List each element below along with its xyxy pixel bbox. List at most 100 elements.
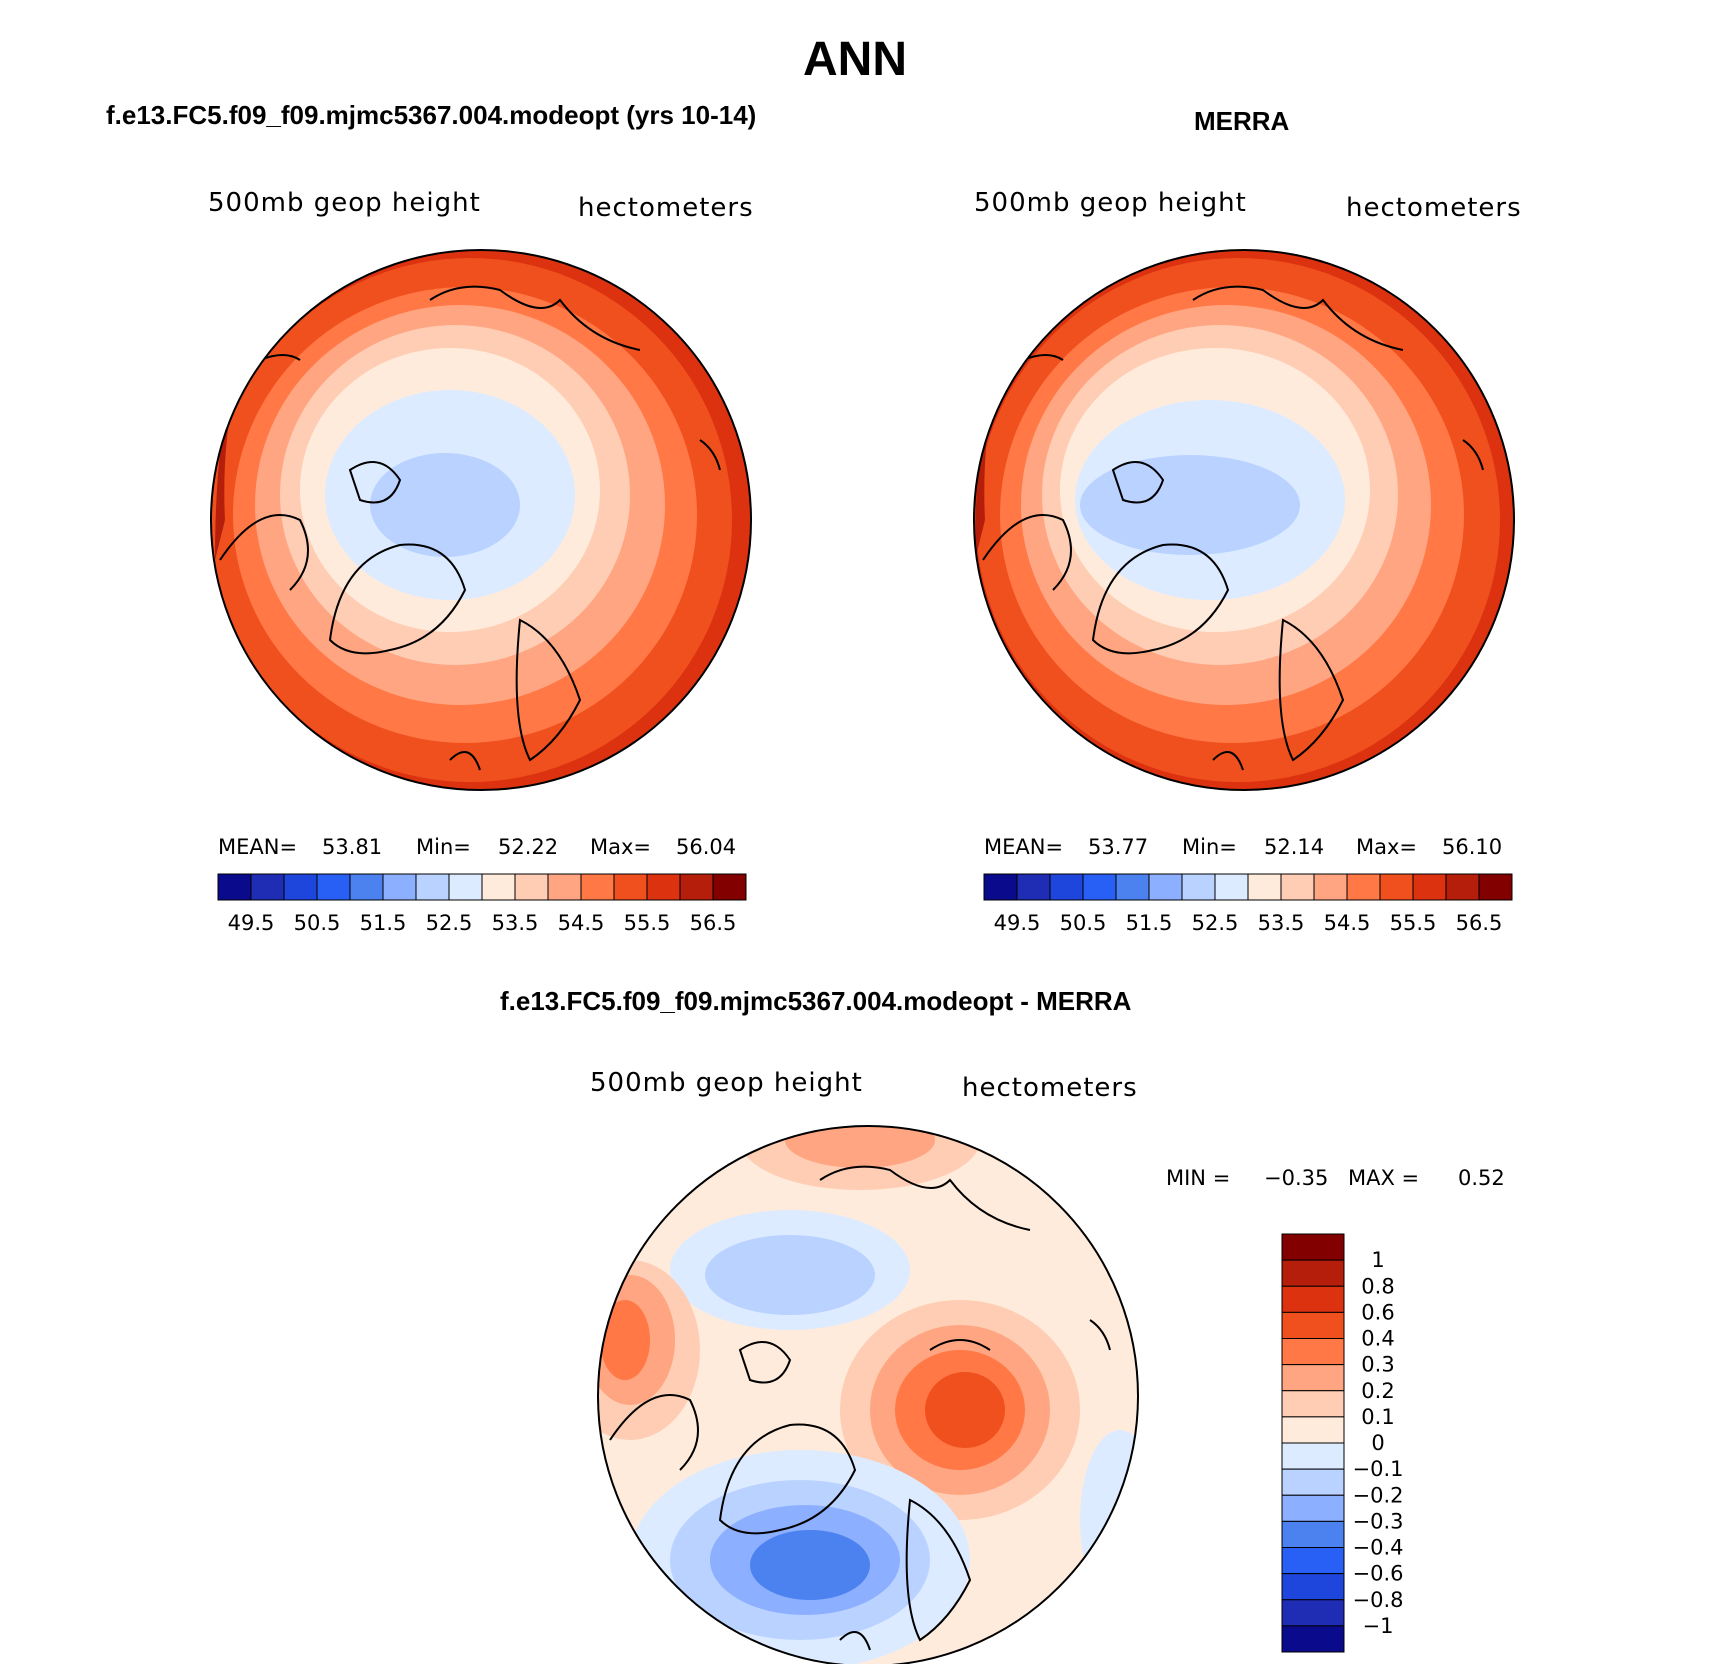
diff-colorbar-tick-label: −1: [1363, 1614, 1394, 1638]
obs-colorbar-box: [1214, 873, 1249, 901]
diff-map-border: [597, 1125, 1139, 1664]
model-map-border: [210, 249, 752, 791]
diff-colorbar-tick-label: 1: [1371, 1248, 1384, 1272]
model-min-label: Min=: [416, 835, 471, 859]
obs-colorbar-box: [1181, 873, 1216, 901]
diff-colorbar-tick-label: 0: [1371, 1431, 1384, 1455]
diff-colorbar-box: [1281, 1494, 1345, 1522]
diff-colorbar-box: [1281, 1285, 1345, 1313]
diff-colorbar-box: [1281, 1599, 1345, 1627]
obs-colorbar-box: [1115, 873, 1150, 901]
diff-colorbar-box: [1281, 1311, 1345, 1339]
model-map: [211, 250, 751, 790]
obs-max-label: Max=: [1356, 835, 1418, 859]
diff-max-label: MAX =: [1348, 1166, 1420, 1190]
diff-colorbar-box: [1281, 1468, 1345, 1496]
obs-colorbar-box: [1379, 873, 1414, 901]
diff-colorbar-tick-label: 0.3: [1361, 1353, 1394, 1377]
diff-min-value: −0.35: [1264, 1166, 1329, 1190]
model-mean-label: MEAN=: [218, 835, 298, 859]
model-colorbar-tick-label: 53.5: [492, 911, 539, 935]
obs-colorbar-box: [1412, 873, 1447, 901]
diff-colorbar-tick-label: −0.1: [1353, 1457, 1404, 1481]
obs-colorbar-tick-label: 55.5: [1390, 911, 1437, 935]
obs-mean-value: 53.77: [1088, 835, 1149, 859]
model-colorbar-box: [547, 873, 582, 901]
model-colorbar-box: [250, 873, 285, 901]
diff-colorbar-box: [1281, 1442, 1345, 1470]
model-colorbar: 49.5 50.5 51.5 52.5 53.5 54.5 55.5 56.5: [217, 873, 747, 935]
model-colorbar-box: [712, 873, 747, 901]
model-units-label: hectometers: [578, 193, 754, 223]
obs-colorbar-tick-label: 50.5: [1060, 911, 1107, 935]
model-colorbar-box: [580, 873, 615, 901]
diff-colorbar-box: [1281, 1364, 1345, 1392]
diff-colorbar-tick-label: 0.6: [1361, 1300, 1394, 1324]
diff-max-value: 0.52: [1458, 1166, 1505, 1190]
obs-colorbar: 49.5 50.5 51.5 52.5 53.5 54.5 55.5 56.5: [983, 873, 1513, 935]
diff-colorbar-tick-label: −0.2: [1353, 1483, 1404, 1507]
diff-colorbar: 10.80.6 0.40.30.20.10−0.1−0.2−0.3 −0.4−0.6…: [1281, 1233, 1404, 1653]
obs-units-label: hectometers: [1346, 193, 1522, 223]
obs-colorbar-tick-label: 52.5: [1192, 911, 1239, 935]
obs-max-value: 56.10: [1442, 835, 1503, 859]
diff-colorbar-tick-label: −0.8: [1353, 1588, 1404, 1612]
obs-min-value: 52.14: [1264, 835, 1325, 859]
obs-colorbar-box: [1082, 873, 1117, 901]
obs-panel-title: MERRA: [1194, 106, 1290, 136]
model-colorbar-tick-label: 51.5: [360, 911, 407, 935]
model-colorbar-box: [217, 873, 252, 901]
diff-colorbar-box: [1281, 1338, 1345, 1366]
diff-colorbar-tick-label: −0.4: [1353, 1536, 1404, 1560]
obs-colorbar-tick-label: 56.5: [1456, 911, 1503, 935]
diff-colorbar-tick-label: 0.2: [1361, 1379, 1394, 1403]
diff-colorbar-tick-label: 0.8: [1361, 1274, 1394, 1298]
main-title: ANN: [803, 33, 907, 86]
model-colorbar-box: [481, 873, 516, 901]
obs-colorbar-box: [1280, 873, 1315, 901]
model-colorbar-tick-label: 52.5: [426, 911, 473, 935]
diff-colorbar-box: [1281, 1416, 1345, 1444]
obs-min-label: Min=: [1182, 835, 1237, 859]
diff-panel-title: f.e13.FC5.f09_f09.mjmc5367.004.modeopt -…: [500, 986, 1132, 1016]
model-max-label: Max=: [590, 835, 652, 859]
model-max-value: 56.04: [676, 835, 737, 859]
obs-colorbar-box: [1148, 873, 1183, 901]
diff-colorbar-box: [1281, 1390, 1345, 1418]
model-colorbar-box: [382, 873, 417, 901]
model-colorbar-tick-label: 50.5: [294, 911, 341, 935]
model-colorbar-tick-label: 55.5: [624, 911, 671, 935]
model-colorbar-box: [646, 873, 681, 901]
obs-map-border: [973, 249, 1515, 791]
obs-colorbar-box: [1313, 873, 1348, 901]
model-colorbar-tick-label: 54.5: [558, 911, 605, 935]
model-colorbar-box: [415, 873, 450, 901]
obs-colorbar-tick-label: 49.5: [994, 911, 1041, 935]
diff-colorbar-tick-label: −0.3: [1353, 1509, 1404, 1533]
diff-variable-label: 500mb geop height: [590, 1068, 863, 1098]
diff-units-label: hectometers: [962, 1073, 1138, 1103]
model-colorbar-box: [613, 873, 648, 901]
obs-variable-label: 500mb geop height: [974, 188, 1247, 218]
model-min-value: 52.22: [498, 835, 559, 859]
diff-colorbar-tick-label: 0.1: [1361, 1405, 1394, 1429]
obs-colorbar-box: [983, 873, 1018, 901]
model-panel-title: f.e13.FC5.f09_f09.mjmc5367.004.modeopt (…: [106, 100, 757, 130]
diff-colorbar-box: [1281, 1520, 1345, 1548]
diff-colorbar-tick-label: −0.6: [1353, 1562, 1404, 1586]
obs-colorbar-box: [1445, 873, 1480, 901]
diff-min-label: MIN =: [1166, 1166, 1231, 1190]
diff-colorbar-box: [1281, 1573, 1345, 1601]
diff-colorbar-box: [1281, 1625, 1345, 1653]
model-colorbar-tick-label: 56.5: [690, 911, 737, 935]
model-colorbar-tick-label: 49.5: [228, 911, 275, 935]
obs-colorbar-box: [1346, 873, 1381, 901]
obs-colorbar-tick-label: 51.5: [1126, 911, 1173, 935]
model-colorbar-box: [448, 873, 483, 901]
obs-colorbar-box: [1478, 873, 1513, 901]
model-colorbar-box: [316, 873, 351, 901]
obs-colorbar-box: [1016, 873, 1051, 901]
model-variable-label: 500mb geop height: [208, 188, 481, 218]
model-colorbar-box: [679, 873, 714, 901]
